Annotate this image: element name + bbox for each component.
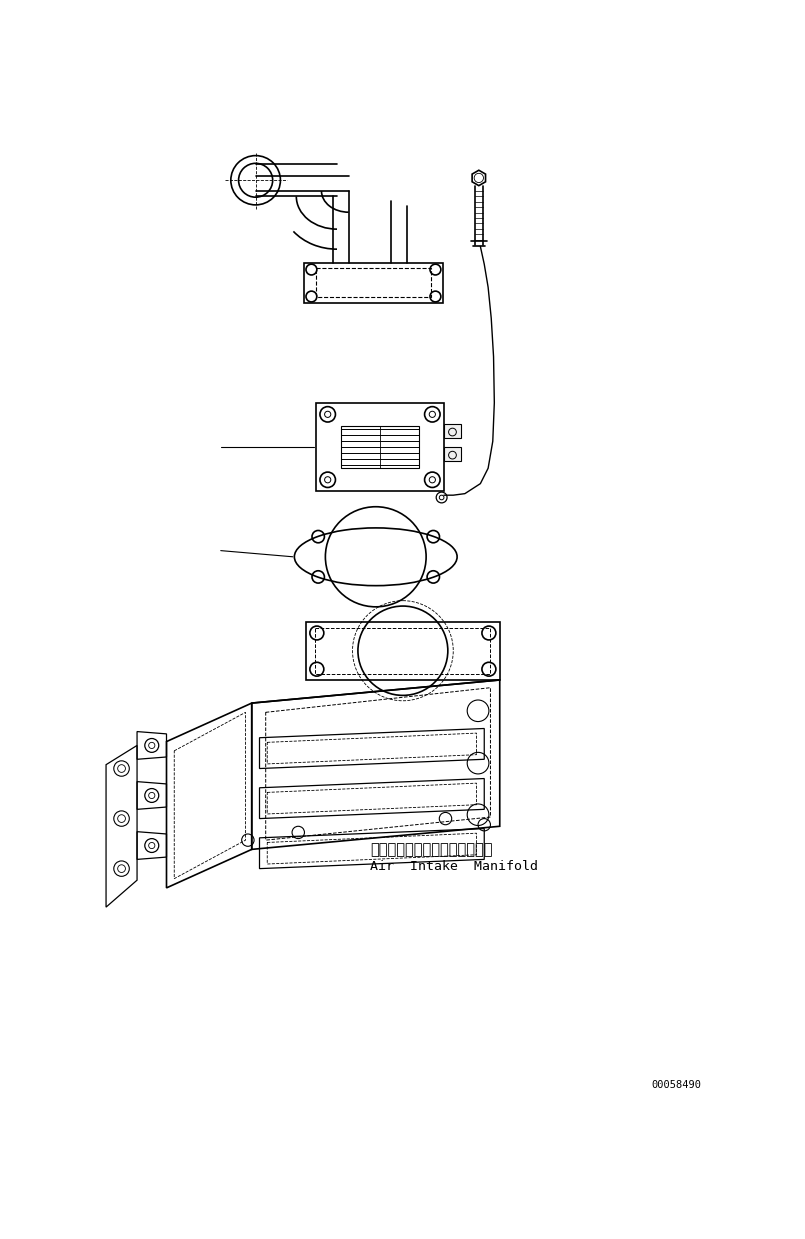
Text: Air  Intake  Manifold: Air Intake Manifold — [370, 860, 539, 872]
Bar — [316, 403, 444, 492]
Text: エアーインテークマニホールド: エアーインテークマニホールド — [370, 841, 493, 857]
Bar — [306, 622, 500, 680]
Bar — [316, 628, 490, 674]
Bar — [341, 426, 419, 468]
Bar — [316, 268, 431, 297]
Bar — [444, 447, 461, 461]
Bar — [444, 424, 461, 439]
Text: 00058490: 00058490 — [651, 1079, 701, 1089]
